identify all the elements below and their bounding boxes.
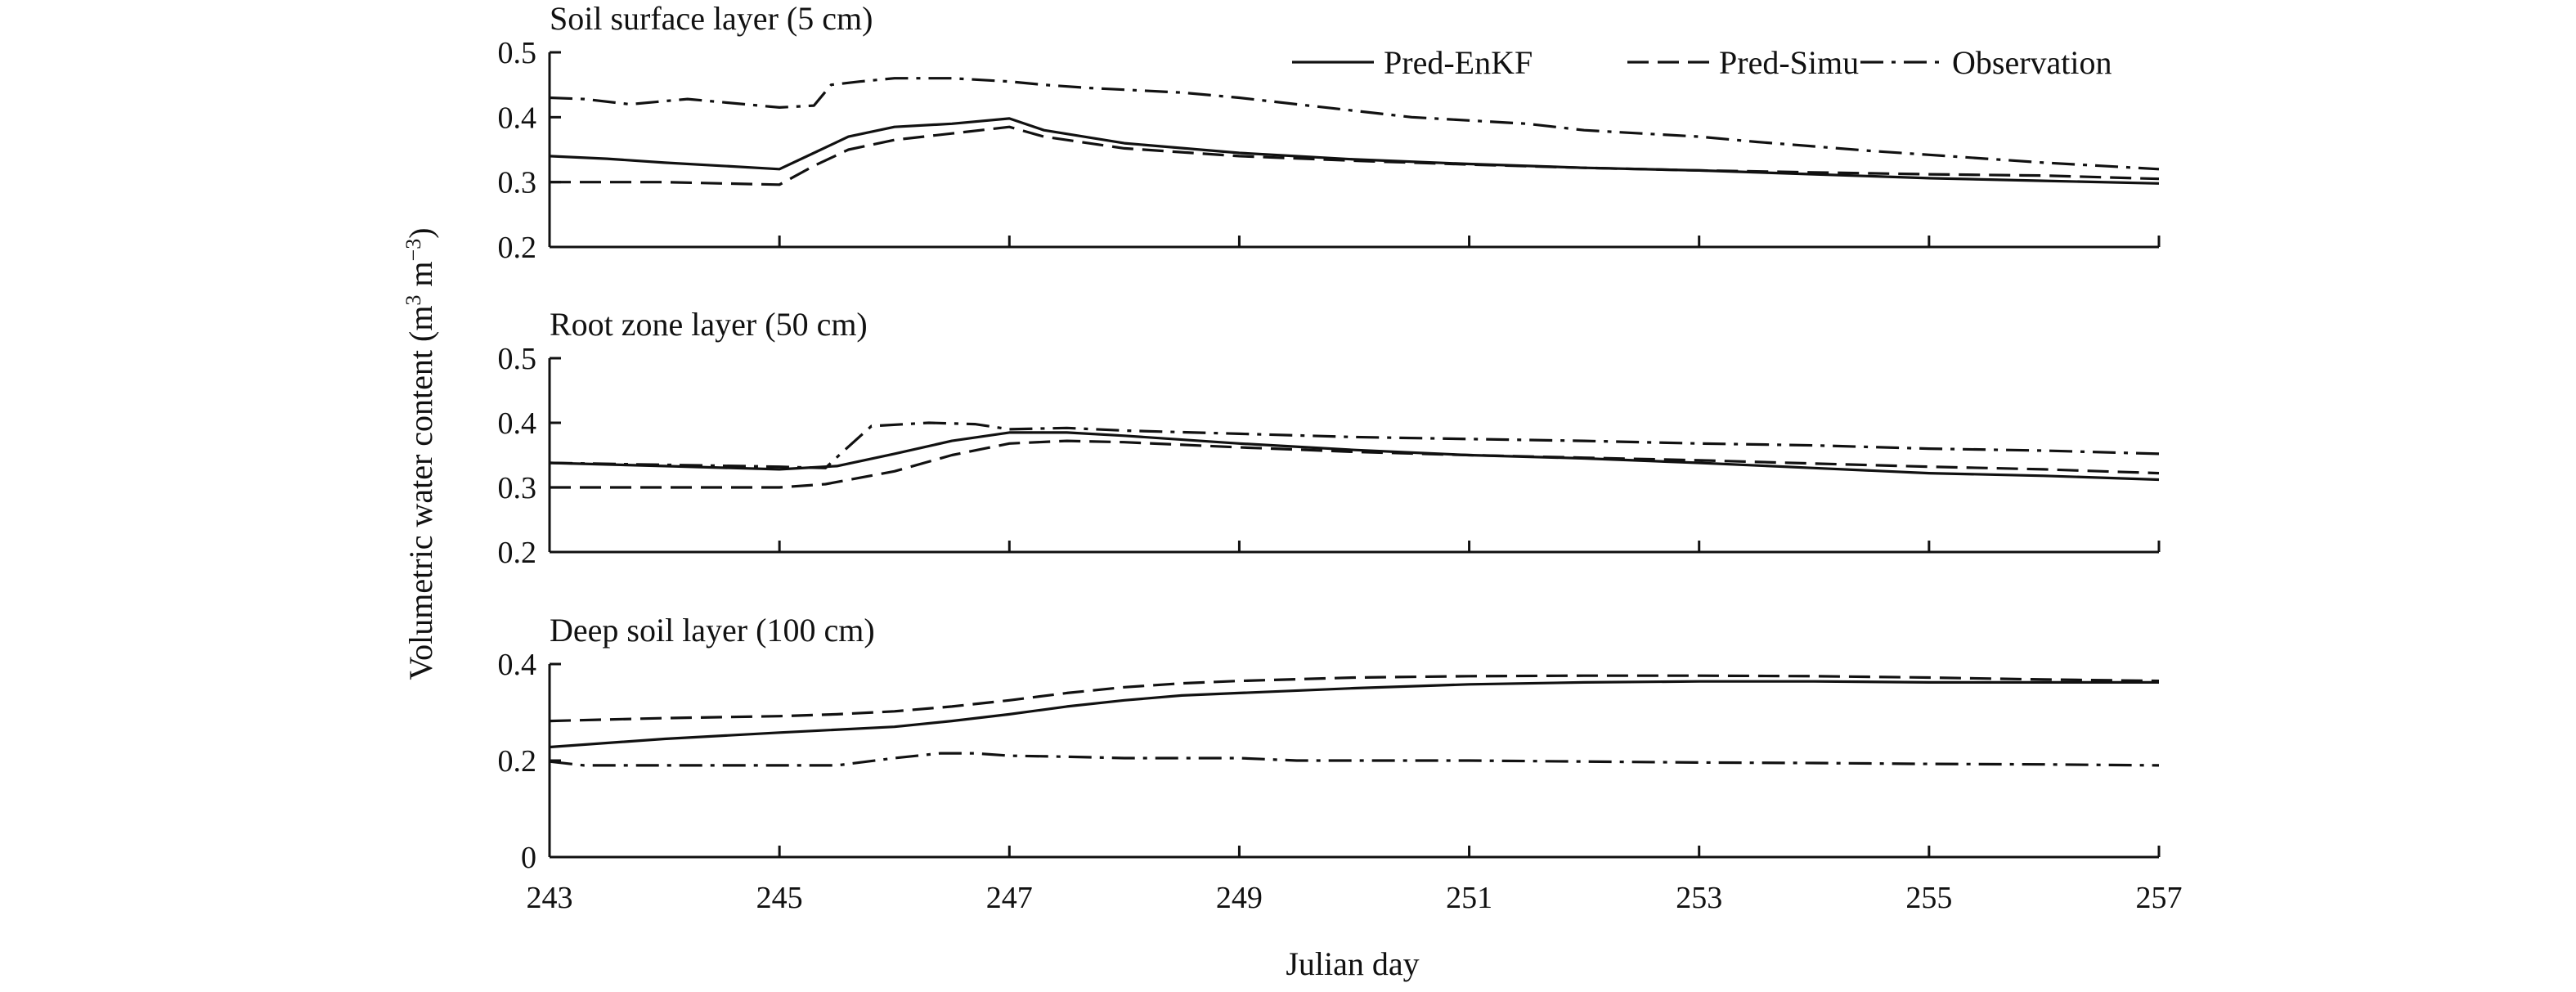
axes-layer: Soil surface layer (5 cm)0.20.30.40.5Roo… xyxy=(498,0,2183,915)
y-tick-label: 0.3 xyxy=(498,166,537,200)
x-tick-label: 257 xyxy=(2136,881,2183,915)
series-pred-enkf-line xyxy=(549,680,2159,749)
y-tick-label: 0.5 xyxy=(498,36,537,70)
series-layer xyxy=(549,77,2160,767)
y-tick-label: 0.5 xyxy=(498,342,537,376)
series-pred-simu-line xyxy=(550,125,2160,186)
y-axis-title-mid: m xyxy=(402,261,439,294)
x-tick-label: 255 xyxy=(1905,881,1952,915)
y-tick-label: 0.2 xyxy=(498,744,537,779)
series-observation-line xyxy=(549,421,2160,469)
y-tick-label: 0.2 xyxy=(498,536,537,570)
panel-2: Root zone layer (50 cm) 0.2 0.3 0.4 0.5 xyxy=(498,306,2161,570)
y-tick-label: 0.4 xyxy=(498,101,537,135)
panel-3: Deep soil layer (100 cm) 0 0.2 0.4 xyxy=(498,612,2161,875)
series-observation-line xyxy=(549,752,2160,767)
panel-title: Root zone layer (50 cm) xyxy=(550,306,868,343)
y-axis-title: Volumetric water content (m3 m−3) xyxy=(402,227,440,680)
series-pred-simu-line xyxy=(550,439,2160,489)
y-tick-label: 0.2 xyxy=(498,231,537,265)
x-tick-label: 251 xyxy=(1446,881,1492,915)
series-pred-enkf-line xyxy=(549,117,2160,185)
x-tick-label: 253 xyxy=(1676,881,1722,915)
x-tick-label: 245 xyxy=(756,881,803,915)
series-observation-line xyxy=(549,77,2160,171)
y-axis-title-sup1: 3 xyxy=(402,295,425,306)
series-pred-enkf-line xyxy=(549,431,2160,482)
x-tick-label: 243 xyxy=(527,881,573,915)
y-axis-title-main: Volumetric water content (m xyxy=(402,306,439,680)
panel-title: Soil surface layer (5 cm) xyxy=(550,0,873,37)
legend-label: Pred-Simu xyxy=(1719,44,1859,81)
x-tick-label: 247 xyxy=(986,881,1033,915)
x-tick-label: 249 xyxy=(1216,881,1263,915)
legend-label: Pred-EnKF xyxy=(1384,44,1533,81)
y-tick-label: 0.4 xyxy=(498,406,537,441)
y-axis-title-sup2: −3 xyxy=(402,239,425,262)
legend-label: Observation xyxy=(1952,44,2112,81)
y-tick-label: 0 xyxy=(521,841,536,875)
series-pred-simu-line xyxy=(549,674,2160,723)
y-tick-label: 0.4 xyxy=(498,648,537,682)
y-axis-title-end: ) xyxy=(402,227,439,238)
x-axis-title: Julian day xyxy=(1286,945,1419,982)
y-tick-label: 0.3 xyxy=(498,471,537,505)
legend: Pred-EnKF Pred-Simu Observation xyxy=(1292,44,2112,81)
panel-title: Deep soil layer (100 cm) xyxy=(550,612,875,649)
panel-1: Soil surface layer (5 cm) 0.2 0.3 0.4 0.5 xyxy=(498,0,2161,265)
